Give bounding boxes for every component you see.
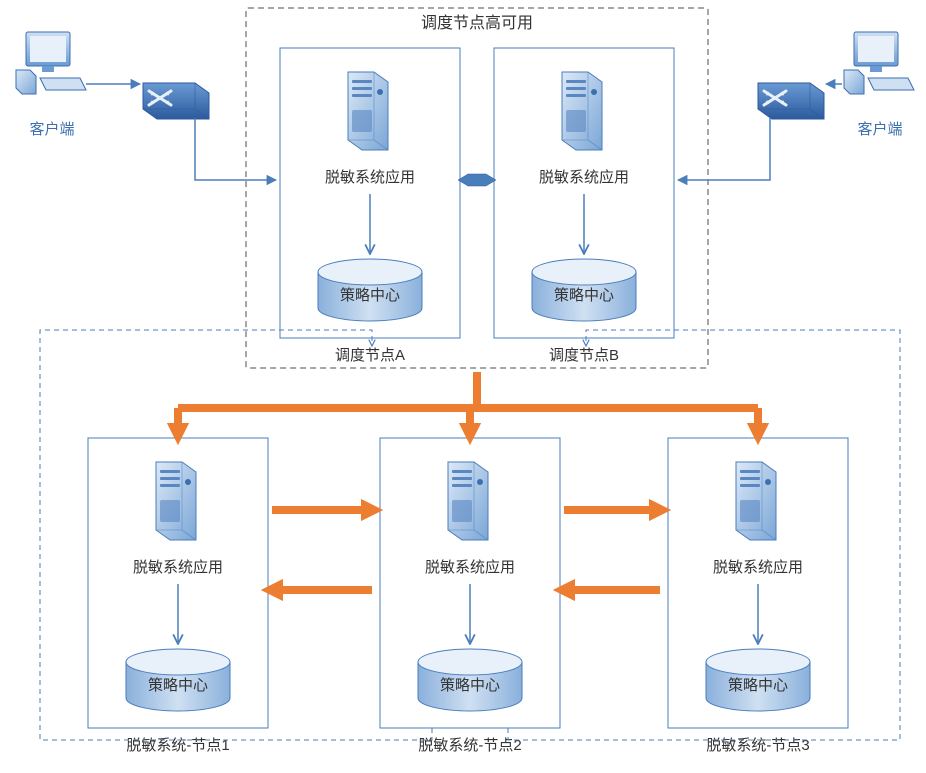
worker-2-label: 脱敏系统-节点2 (418, 737, 521, 754)
sched-b: 脱敏系统应用策略中心调度节点B (494, 48, 674, 364)
sched-a-app-label: 脱敏系统应用 (325, 168, 415, 186)
sched-a-server-icon (348, 72, 388, 150)
worker-3-app-label: 脱敏系统应用 (713, 558, 803, 576)
worker-3: 脱敏系统应用策略中心脱敏系统-节点3 (668, 438, 848, 754)
dashed-feedback-right (508, 330, 900, 740)
ha-group-title: 调度节点高可用 (421, 14, 533, 32)
worker-1-app-label: 脱敏系统应用 (133, 558, 223, 576)
worker-2: 脱敏系统应用策略中心脱敏系统-节点2 (380, 438, 560, 754)
sched-b-label: 调度节点B (549, 347, 619, 364)
worker-3-server-icon (736, 462, 776, 540)
sched-a: 脱敏系统应用策略中心调度节点A (280, 48, 460, 364)
router-left-icon (143, 83, 209, 119)
client-left-icon (16, 32, 86, 94)
client-right-label: 客户端 (857, 121, 902, 138)
sched-b-server-icon (562, 72, 602, 150)
worker-2-server-icon (448, 462, 488, 540)
worker-1-db-icon: 策略中心 (126, 649, 230, 711)
router-left-to-sched-a (195, 118, 276, 180)
ha-group-box (246, 8, 708, 368)
worker-1-server-icon (156, 462, 196, 540)
cylinder-label: 策略中心 (728, 677, 788, 694)
dashed-feedback-left (40, 330, 432, 740)
client-right-icon (844, 32, 914, 94)
cylinder-label: 策略中心 (440, 677, 500, 694)
sched-a-label: 调度节点A (335, 347, 405, 364)
worker-3-db-icon: 策略中心 (706, 649, 810, 711)
cylinder-label: 策略中心 (148, 677, 208, 694)
sched-b-app-label: 脱敏系统应用 (539, 168, 629, 186)
cylinder-label: 策略中心 (340, 287, 400, 304)
router-right-to-sched-b (678, 118, 770, 180)
worker-2-db-icon: 策略中心 (418, 649, 522, 711)
sched-double-arrow (458, 174, 496, 186)
router-right-icon (758, 83, 824, 119)
worker-2-app-label: 脱敏系统应用 (425, 558, 515, 576)
cylinder-label: 策略中心 (554, 287, 614, 304)
sched-b-db-icon: 策略中心 (532, 259, 636, 321)
client-left-label: 客户端 (29, 121, 74, 138)
sched-a-db-icon: 策略中心 (318, 259, 422, 321)
worker-1: 脱敏系统应用策略中心脱敏系统-节点1 (88, 438, 268, 754)
